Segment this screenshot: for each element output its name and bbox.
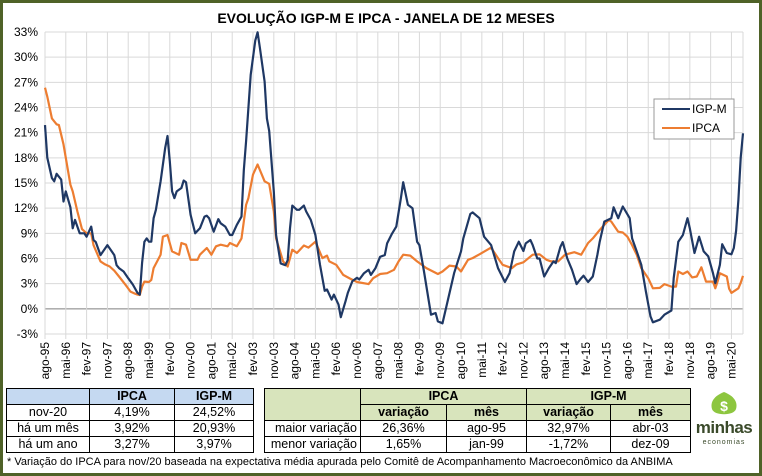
subheader-igpm-variacao: variação xyxy=(526,404,611,421)
x-tick-label: mai-05 xyxy=(308,342,322,379)
x-tick-label: nov-06 xyxy=(350,342,364,379)
table-row: há um ano 3,27% 3,97% xyxy=(6,436,254,453)
y-tick-label: 30% xyxy=(14,50,38,64)
table-row: maior variação 26,36% ago-95 32,97% abr-… xyxy=(264,420,692,437)
x-tick-label: ago-04 xyxy=(288,342,302,380)
ipca-mes: jan-99 xyxy=(446,436,527,453)
logo-text: minhas xyxy=(695,418,753,437)
y-tick-label: 27% xyxy=(14,75,38,89)
x-tick-label: nov-97 xyxy=(100,342,114,379)
y-tick-label: -3% xyxy=(17,327,39,341)
igpm-mes: abr-03 xyxy=(609,420,692,437)
ipca-mes: ago-95 xyxy=(446,420,527,437)
x-tick-label: fev-12 xyxy=(496,342,510,376)
x-tick-label: ago-10 xyxy=(454,342,468,380)
x-tick-label: fev-18 xyxy=(662,342,676,376)
row-label: maior variação xyxy=(264,420,361,437)
x-tick-label: ago-95 xyxy=(38,342,52,380)
logo-subtext: economias xyxy=(702,439,746,446)
x-tick-label: mai-96 xyxy=(59,342,73,379)
legend: IGP-M IPCA xyxy=(653,98,735,140)
x-tick-label: fev-03 xyxy=(246,342,260,376)
x-tick-label: mai-08 xyxy=(392,342,406,379)
line-chart: EVOLUÇÃO IGP-M E IPCA - JANELA DE 12 MES… xyxy=(14,9,745,380)
ipca-value: 3,92% xyxy=(89,420,175,437)
x-tick-label: ago-16 xyxy=(620,342,634,380)
row-label: menor variação xyxy=(264,436,361,453)
summary-header-ipca: IPCA xyxy=(89,388,175,405)
row-label: há um ano xyxy=(6,436,90,453)
y-tick-label: 15% xyxy=(14,176,38,190)
extremes-header-blank xyxy=(264,388,361,421)
table-row: menor variação 1,65% jan-99 -1,72% dez-0… xyxy=(264,436,692,453)
x-tick-label: ago-01 xyxy=(204,342,218,380)
x-tick-label: fev-06 xyxy=(329,342,343,376)
summary-table: IPCA IGP-M nov-20 4,19% 24,52% há um mês… xyxy=(6,388,254,453)
x-tick-label: mai-17 xyxy=(641,342,655,379)
x-tick-label: mai-02 xyxy=(225,342,239,379)
x-tick-label: mai-20 xyxy=(724,342,738,379)
extremes-header-ipca: IPCA xyxy=(360,388,527,405)
x-tick-label: nov-00 xyxy=(184,342,198,379)
x-tick-label: mai-14 xyxy=(558,342,572,379)
igpm-variacao: -1,72% xyxy=(526,436,611,453)
series-line-ipca xyxy=(43,87,745,297)
x-tick-label: ago-13 xyxy=(537,342,551,380)
x-tick-label: nov-12 xyxy=(516,342,530,379)
minhas-economias-logo-icon: $ xyxy=(711,392,737,415)
table-row: nov-20 4,19% 24,52% xyxy=(6,404,254,421)
x-tick-label: nov-18 xyxy=(683,342,697,379)
legend-box xyxy=(653,98,735,140)
footnote: * Variação do IPCA para nov/20 baseada n… xyxy=(7,456,673,468)
table-row: há um mês 3,92% 20,93% xyxy=(6,420,254,437)
x-tick-label: nov-03 xyxy=(267,342,281,379)
y-tick-label: 24% xyxy=(14,101,38,115)
x-tick-label: fev-09 xyxy=(412,342,426,376)
x-tick-label: fev-97 xyxy=(80,342,94,376)
x-tick-label: nov-15 xyxy=(600,342,614,379)
extremes-header-igpm: IGP-M xyxy=(525,388,692,405)
summary-header-igpm: IGP-M xyxy=(174,388,254,405)
igpm-mes: dez-09 xyxy=(609,436,692,453)
y-tick-label: 18% xyxy=(14,151,38,165)
igpm-variacao: 32,97% xyxy=(526,420,611,437)
x-tick-label: fev-15 xyxy=(579,342,593,376)
summary-header-blank xyxy=(6,388,90,405)
y-tick-label: 3% xyxy=(21,277,39,291)
y-tick-label: 0% xyxy=(21,302,39,316)
x-tick-label: ago-19 xyxy=(704,342,718,380)
chart-title: EVOLUÇÃO IGP-M E IPCA - JANELA DE 12 MES… xyxy=(217,9,554,26)
ipca-value: 3,27% xyxy=(89,436,175,453)
ipca-value: 4,19% xyxy=(89,404,175,421)
legend-label-igpm: IGP-M xyxy=(692,102,727,116)
x-tick-label: fev-00 xyxy=(163,342,177,376)
y-tick-label: 9% xyxy=(21,226,39,240)
x-tick-label: ago-98 xyxy=(121,342,135,380)
ipca-variacao: 26,36% xyxy=(360,420,447,437)
subheader-ipca-mes: mês xyxy=(446,404,527,421)
subheader-ipca-variacao: variação xyxy=(360,404,447,421)
legend-label-ipca: IPCA xyxy=(692,121,720,135)
row-label: há um mês xyxy=(6,420,90,437)
igpm-value: 3,97% xyxy=(174,436,254,453)
x-tick-label: ago-07 xyxy=(371,342,385,380)
y-tick-label: 21% xyxy=(14,126,38,140)
x-tick-label: mai-11 xyxy=(475,342,489,378)
subheader-igpm-mes: mês xyxy=(609,404,692,421)
logo-symbol: $ xyxy=(720,398,728,414)
row-label: nov-20 xyxy=(6,404,90,421)
igpm-value: 24,52% xyxy=(174,404,254,421)
x-tick-label: mai-99 xyxy=(142,342,156,379)
ipca-variacao: 1,65% xyxy=(360,436,447,453)
y-tick-label: 6% xyxy=(21,252,39,266)
igpm-value: 20,93% xyxy=(174,420,254,437)
series-line-igpm xyxy=(43,31,745,325)
y-tick-label: 33% xyxy=(14,25,38,39)
y-tick-label: 12% xyxy=(14,201,38,215)
x-tick-label: nov-09 xyxy=(433,342,447,379)
extremes-table: IPCA IGP-M variação mês variação mês mai… xyxy=(264,388,692,453)
